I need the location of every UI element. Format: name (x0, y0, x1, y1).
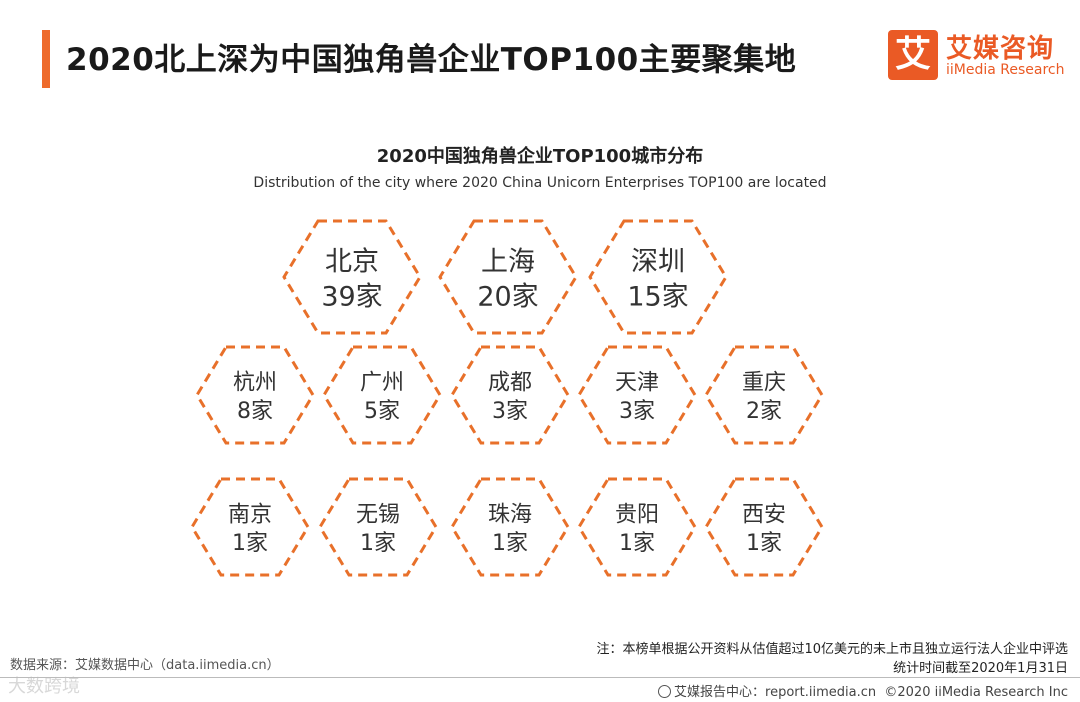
hex-cell: 杭州 8家 (195, 345, 315, 445)
city-label: 广州 (360, 371, 404, 396)
logo-mark-icon: 艾 (888, 30, 938, 80)
city-count-label: 20家 (477, 281, 538, 312)
chart-subtitle: Distribution of the city where 2020 Chin… (253, 175, 827, 191)
city-label: 南京 (228, 503, 272, 528)
city-count-label: 15家 (627, 281, 688, 312)
city-label: 北京 (325, 246, 379, 277)
hex-cell: 成都 3家 (450, 345, 570, 445)
chart-title: 2020中国独角兽企业TOP100城市分布 (376, 146, 704, 167)
footer-divider (0, 677, 1080, 678)
city-count-label: 1家 (360, 531, 396, 556)
logo-cn-text: 艾媒咨询 (946, 34, 1055, 64)
title-accent-bar (42, 30, 50, 88)
hexagon-shape (438, 219, 578, 335)
hexagon-shape (577, 345, 697, 445)
city-label: 天津 (615, 371, 659, 396)
hexagon-shape (322, 345, 442, 445)
hex-cell: 贵阳 1家 (577, 477, 697, 577)
hexagon-shape (282, 219, 422, 335)
city-label: 上海 (481, 246, 535, 277)
city-count-label: 3家 (492, 399, 528, 424)
hexagon-shape (704, 345, 824, 445)
city-count-label: 2家 (746, 399, 782, 424)
hex-cell: 深圳 15家 (588, 219, 728, 335)
city-count-label: 8家 (237, 399, 273, 424)
hexagon-shape (190, 477, 310, 577)
city-count-label: 1家 (232, 531, 268, 556)
city-count-label: 39家 (321, 281, 382, 312)
hex-cell: 无锡 1家 (318, 477, 438, 577)
data-source: 数据来源：艾媒数据中心（data.iimedia.cn） (10, 658, 280, 673)
city-label: 重庆 (742, 371, 786, 396)
page-title: 2020北上深为中国独角兽企业TOP100主要聚集地 (66, 42, 797, 78)
city-label: 无锡 (356, 503, 400, 528)
city-count-label: 1家 (492, 531, 528, 556)
city-label: 成都 (488, 371, 532, 396)
hex-cell: 珠海 1家 (450, 477, 570, 577)
city-label: 杭州 (233, 371, 277, 396)
hex-cell: 广州 5家 (322, 345, 442, 445)
city-count-label: 3家 (619, 399, 655, 424)
hexagon-shape (450, 345, 570, 445)
city-label: 珠海 (488, 503, 532, 528)
city-label: 西安 (742, 503, 786, 528)
iimedia-logo: 艾 艾媒咨询 iiMedia Research (888, 30, 1068, 82)
footer-credits: 艾媒报告中心：report.iimedia.cn ©2020 iiMedia R… (658, 681, 1068, 700)
copyright: ©2020 iiMedia Research Inc (884, 685, 1068, 700)
hexagon-shape (318, 477, 438, 577)
hexagon-shape (450, 477, 570, 577)
hexagon-shape (577, 477, 697, 577)
city-label: 贵阳 (615, 503, 659, 528)
hexagon-shape (195, 345, 315, 445)
hexagon-shape (588, 219, 728, 335)
city-label: 深圳 (631, 246, 685, 277)
hex-cell: 北京 39家 (282, 219, 422, 335)
hex-cell: 西安 1家 (704, 477, 824, 577)
logo-en-text: iiMedia Research (946, 62, 1065, 78)
report-center: 艾媒报告中心：report.iimedia.cn (674, 685, 877, 700)
hex-cell: 南京 1家 (190, 477, 310, 577)
globe-icon (658, 685, 672, 698)
footer-note-line2: 统计时间截至2020年1月31日 (893, 661, 1068, 676)
hex-cell: 上海 20家 (438, 219, 578, 335)
footer-note-line1: 注：本榜单根据公开资料从估值超过10亿美元的未上市且独立运行法人企业中评选 (596, 642, 1068, 657)
watermark: 大数跨境 (8, 676, 80, 697)
city-count-label: 1家 (619, 531, 655, 556)
hexagon-shape (704, 477, 824, 577)
city-count-label: 1家 (746, 531, 782, 556)
hex-cell: 重庆 2家 (704, 345, 824, 445)
city-count-label: 5家 (364, 399, 400, 424)
hex-cell: 天津 3家 (577, 345, 697, 445)
